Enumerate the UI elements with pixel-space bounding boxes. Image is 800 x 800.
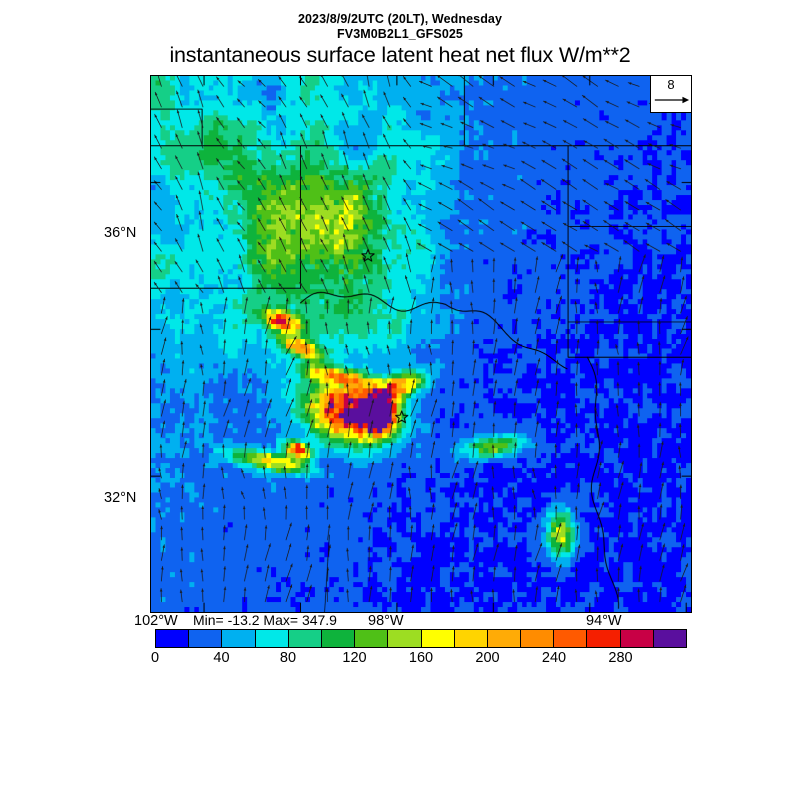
colorbar-segment-7[interactable] [388,630,422,647]
colorbar-tick-120: 120 [342,650,367,666]
date-title: 2023/8/9/2UTC (20LT), Wednesday [297,12,503,26]
colorbar-segment-0[interactable] [156,630,190,647]
colorbar-segment-12[interactable] [554,630,588,647]
x-axis-tick-98W: 98°W [368,613,404,629]
colorbar-segment-13[interactable] [587,630,621,647]
colorbar-tick-240: 240 [541,650,567,666]
colorbar-segment-3[interactable] [255,630,289,647]
wind-vector-legend: 8 [650,75,692,113]
page-title: instantaneous surface latent heat net fl… [169,43,631,67]
colorbar[interactable] [155,629,687,648]
wind-arrow-icon [654,96,690,104]
colorbar-tick-40: 40 [213,650,230,666]
colorbar-segment-6[interactable] [355,630,389,647]
x-axis-tick-102W: 102°W [134,613,178,629]
wind-legend-value: 8 [667,77,675,92]
colorbar-segment-10[interactable] [487,630,522,647]
colorbar-segment-11[interactable] [521,630,555,647]
y-axis-tick-36N: 36°N [104,225,137,241]
colorbar-tick-280: 280 [608,650,633,666]
map-panel[interactable]: 8 [150,75,692,613]
y-axis-tick-32N: 32°N [104,490,137,506]
colorbar-segment-9[interactable] [454,630,488,647]
colorbar-segment-14[interactable] [620,630,654,647]
colorbar-segment-15[interactable] [653,630,686,647]
x-axis-tick-94W: 94°W [586,613,622,629]
colorbar-tick-labels: 0 40 80 120 160 200 240 280 [151,650,687,670]
colorbar-tick-200: 200 [475,650,500,666]
colorbar-tick-160: 160 [408,650,434,666]
colorbar-segment-4[interactable] [288,630,322,647]
model-title: FV3M0B2L1_GFS025 [337,27,463,41]
colorbar-segment-1[interactable] [189,630,223,647]
latent-heat-flux-heatmap[interactable] [151,76,691,612]
title-block: 2023/8/9/2UTC (20LT), Wednesday FV3M0B2L… [0,0,800,68]
colorbar-tick-0: 0 [150,650,160,666]
colorbar-tick-80: 80 [279,650,297,666]
colorbar-segment-2[interactable] [222,630,256,647]
colorbar-segment-8[interactable] [421,630,455,647]
colorbar-segment-5[interactable] [321,630,356,647]
min-max-stats: Min= -13.2 Max= 347.9 [193,612,337,628]
